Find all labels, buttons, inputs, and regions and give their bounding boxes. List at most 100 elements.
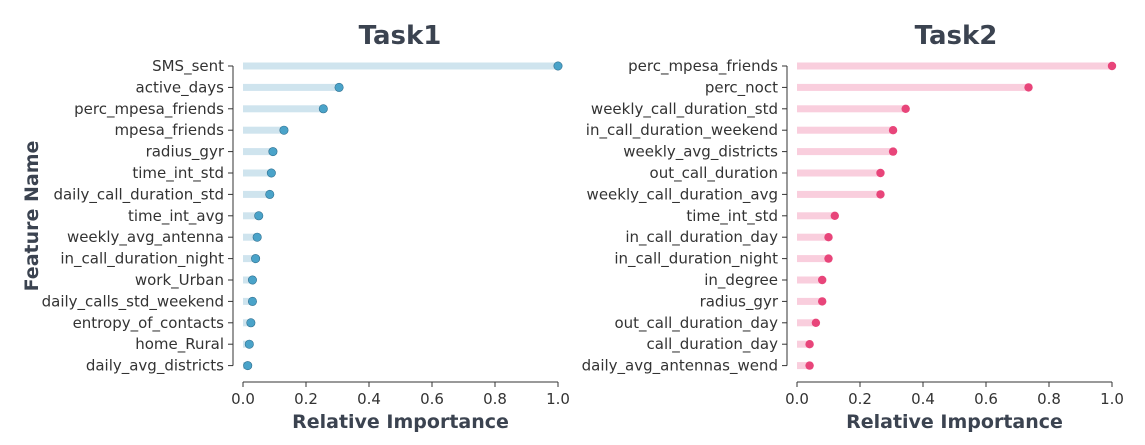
importance-bar [797, 62, 1112, 70]
category-label: call_duration_day [647, 335, 779, 354]
importance-bar [243, 126, 284, 134]
category-label: active_days [136, 78, 225, 97]
importance-point [247, 296, 257, 306]
importance-point [334, 82, 344, 92]
importance-bar [243, 233, 258, 241]
importance-point [251, 254, 261, 264]
category-label: weekly_avg_antenna [67, 228, 224, 247]
importance-bar [243, 212, 259, 220]
importance-point [888, 147, 898, 156]
importance-bar [797, 233, 829, 241]
importance-point [265, 189, 275, 199]
importance-point [811, 318, 821, 327]
importance-point [246, 318, 256, 328]
x-tick-label: 0.0 [785, 390, 809, 408]
chart-title: Task2 [915, 21, 998, 51]
category-label: perc_mpesa_friends [628, 57, 778, 76]
x-tick-label: 0.6 [420, 390, 444, 408]
importance-bar [797, 340, 810, 348]
importance-bar [243, 190, 270, 198]
importance-bar [797, 190, 881, 198]
importance-point [1024, 83, 1033, 92]
importance-bar [797, 276, 823, 284]
chart-panels: Task1 SMS_sent active_days perc_mpesa_frien… [42, 21, 1124, 433]
x-tick-label: 1.0 [546, 390, 570, 408]
x-tick-label: 0.2 [294, 390, 318, 408]
category-label: time_int_avg [128, 207, 224, 226]
category-label: work_Urban [135, 271, 224, 290]
category-label: in_call_duration_night [60, 250, 224, 269]
category-label: radius_gyr [146, 143, 225, 162]
importance-point [818, 275, 827, 285]
chart-panel-2: Task2 perc_mpesa_friends perc_noct weekly_c… [582, 21, 1124, 433]
category-label: in_degree [704, 271, 778, 290]
category-label: weekly_call_duration_std [591, 100, 778, 119]
importance-point [266, 168, 276, 178]
category-label: weekly_call_duration_avg [587, 185, 778, 204]
importance-bar [797, 126, 894, 134]
importance-point [824, 233, 833, 242]
importance-point [244, 339, 254, 349]
x-tick-label: 0.0 [231, 390, 255, 408]
importance-point [279, 125, 289, 135]
importance-point [824, 254, 833, 263]
category-label: daily_calls_std_weekend [42, 292, 224, 311]
importance-bar [243, 62, 558, 70]
importance-point [243, 361, 253, 371]
category-label: daily_avg_districts [86, 357, 224, 376]
importance-point [1107, 61, 1117, 71]
importance-bar [243, 169, 272, 177]
importance-bar [243, 105, 324, 113]
category-label: in_call_duration_weekend [586, 121, 778, 140]
importance-bar [797, 297, 823, 305]
category-label: out_call_duration_day [614, 314, 778, 333]
category-label: SMS_sent [152, 57, 224, 76]
x-tick-label: 0.8 [1037, 390, 1061, 408]
category-label: time_int_std [132, 164, 224, 183]
category-label: weekly_avg_districts [623, 143, 778, 162]
importance-bar [243, 297, 253, 305]
importance-bar [797, 169, 881, 177]
x-tick-label: 1.0 [1100, 390, 1124, 408]
importance-bar [797, 212, 835, 220]
importance-point [901, 104, 910, 114]
category-label: entropy_of_contacts [73, 314, 225, 333]
category-label: in_call_duration_day [625, 228, 778, 247]
x-tick-label: 0.2 [848, 390, 872, 408]
category-label: home_Rural [135, 335, 224, 354]
importance-bar [797, 148, 894, 156]
category-label: daily_avg_antennas_wend [582, 357, 778, 376]
category-label: time_int_std [686, 207, 778, 226]
importance-point [252, 232, 262, 242]
importance-point [818, 297, 827, 306]
importance-point [318, 104, 328, 114]
chart-title: Task1 [359, 21, 442, 51]
importance-bar [797, 362, 810, 370]
y-axis-title: Feature Name [21, 141, 43, 292]
importance-point [805, 340, 814, 349]
category-label: in_call_duration_night [614, 250, 778, 269]
importance-point [268, 147, 278, 157]
importance-bar [243, 255, 256, 263]
importance-point [888, 126, 898, 135]
importance-point [876, 168, 885, 178]
importance-point [247, 275, 257, 285]
x-tick-label: 0.6 [974, 390, 998, 408]
x-tick-label: 0.4 [911, 390, 935, 408]
importance-bar [797, 83, 1029, 91]
category-label: mpesa_friends [114, 121, 224, 140]
category-label: out_call_duration [650, 164, 778, 183]
category-label: daily_call_duration_std [53, 185, 224, 204]
category-label: perc_mpesa_friends [74, 100, 224, 119]
x-axis-title: Relative Importance [846, 411, 1063, 433]
importance-point [876, 190, 885, 199]
x-axis-title: Relative Importance [292, 411, 509, 433]
importance-point [254, 211, 264, 221]
chart-panel-1: Task1 SMS_sent active_days perc_mpesa_frien… [42, 21, 570, 433]
importance-point [553, 61, 563, 71]
importance-bar [243, 276, 253, 284]
importance-bar [243, 148, 273, 156]
category-label: radius_gyr [700, 292, 779, 311]
x-tick-label: 0.4 [357, 390, 381, 408]
